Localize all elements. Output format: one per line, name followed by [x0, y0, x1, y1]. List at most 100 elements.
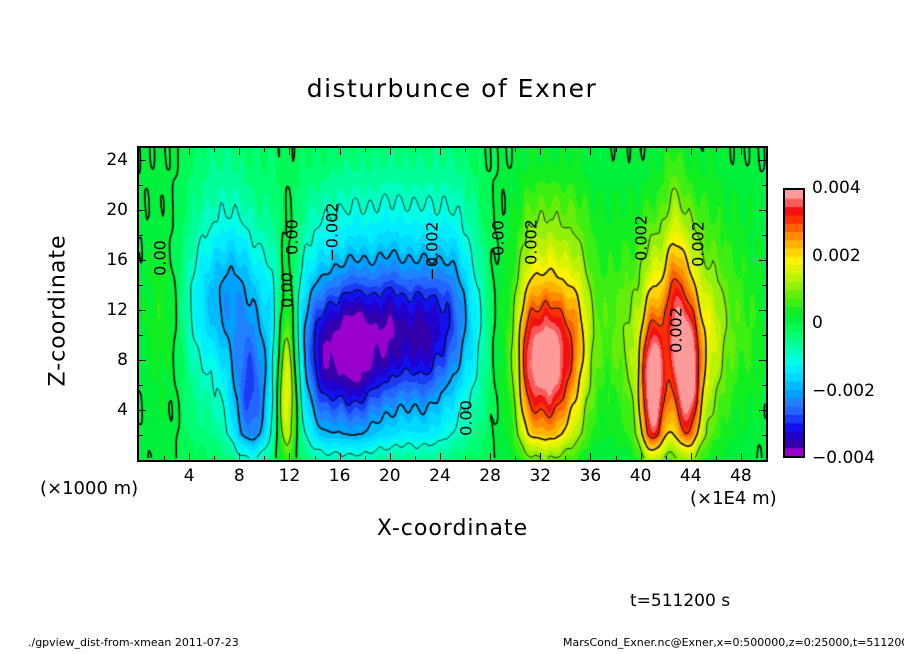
x-tick-34	[565, 456, 566, 460]
contour-plot-area	[137, 146, 768, 462]
colorbar-label-4: −0.004	[812, 448, 875, 468]
x-tick-8	[239, 453, 240, 460]
y-tick-22	[139, 185, 143, 186]
x-tick-18	[365, 456, 366, 460]
x-tick-4	[189, 453, 190, 460]
y-tick-4	[139, 410, 146, 411]
x-tick-16	[340, 453, 341, 460]
y-axis-label-20: 20	[106, 200, 128, 221]
x-axis-label-12: 12	[278, 466, 301, 486]
x-tick-26	[465, 456, 466, 460]
x-tick-46	[716, 456, 717, 460]
x-tick-44	[691, 453, 692, 460]
x-axis-label-44: 44	[679, 466, 702, 486]
y-tick-2	[139, 435, 143, 436]
x-tick-top-16	[340, 148, 341, 155]
x-tick-top-18	[365, 148, 366, 152]
y-tick-right-8	[759, 360, 766, 361]
x-axis-label-4: 4	[183, 466, 195, 486]
x-tick-top-44	[691, 148, 692, 155]
colorbar-label-3: −0.002	[812, 380, 875, 401]
y-tick-20	[139, 210, 146, 211]
y-axis-title: Z-coordinate	[45, 234, 71, 387]
y-tick-right-20	[759, 210, 766, 211]
x-tick-top-22	[415, 148, 416, 152]
x-tick-top-42	[666, 148, 667, 152]
y-axis-unit-annotation: (×1000 m)	[40, 478, 139, 499]
x-tick-20	[390, 453, 391, 460]
x-axis-label-28: 28	[479, 466, 501, 486]
x-tick-6	[214, 456, 215, 460]
y-axis-label-12: 12	[106, 300, 128, 321]
x-tick-top-10	[264, 148, 265, 152]
x-axis-label-24: 24	[429, 466, 451, 486]
x-tick-48	[741, 453, 742, 460]
colorbar-label-2: 0	[812, 313, 823, 333]
y-tick-right-14	[762, 285, 766, 286]
x-tick-top-4	[189, 148, 190, 155]
y-tick-18	[139, 235, 143, 236]
contour-field-canvas	[139, 148, 766, 460]
colorbar	[783, 188, 805, 458]
time-stamp: t=511200 s	[630, 591, 731, 611]
y-tick-8	[139, 360, 146, 361]
y-tick-right-4	[759, 410, 766, 411]
colorbar-label-1: 0.002	[812, 245, 861, 266]
x-axis-label-8: 8	[233, 466, 245, 486]
y-axis-label-8: 8	[117, 350, 128, 371]
x-axis-unit-annotation: (×1E4 m)	[690, 488, 777, 509]
x-tick-top-40	[641, 148, 642, 155]
x-tick-28	[490, 453, 491, 460]
y-axis-label-24: 24	[106, 150, 128, 171]
y-tick-right-2	[762, 435, 766, 436]
x-tick-22	[415, 456, 416, 460]
x-tick-12	[289, 453, 290, 460]
x-tick-42	[666, 456, 667, 460]
x-tick-top-6	[214, 148, 215, 152]
y-tick-right-24	[759, 160, 766, 161]
x-tick-32	[540, 453, 541, 460]
x-tick-top-26	[465, 148, 466, 152]
x-tick-top-28	[490, 148, 491, 155]
x-axis-label-40: 40	[629, 466, 652, 486]
y-tick-16	[139, 260, 146, 261]
x-tick-top-48	[741, 148, 742, 155]
y-tick-6	[139, 385, 143, 386]
x-tick-top-32	[540, 148, 541, 155]
x-tick-38	[616, 456, 617, 460]
x-tick-24	[440, 453, 441, 460]
y-tick-right-10	[762, 335, 766, 336]
x-tick-top-12	[289, 148, 290, 155]
y-tick-right-16	[759, 260, 766, 261]
x-tick-top-24	[440, 148, 441, 155]
y-tick-right-12	[759, 310, 766, 311]
x-axis-label-16: 16	[328, 466, 351, 486]
x-tick-top-38	[616, 148, 617, 152]
x-axis-label-20: 20	[378, 466, 401, 486]
x-tick-top-14	[315, 148, 316, 152]
x-tick-top-46	[716, 148, 717, 152]
x-axis-title: X-coordinate	[376, 516, 529, 541]
x-tick-top-20	[390, 148, 391, 155]
footer-source: MarsCond_Exner.nc@Exner,x=0:500000,z=0:2…	[563, 636, 904, 649]
x-tick-14	[315, 456, 316, 460]
y-tick-right-22	[762, 185, 766, 186]
x-tick-36	[590, 453, 591, 460]
y-tick-12	[139, 310, 146, 311]
footer-command: ./gpview_dist-from-xmean 2011-07-23	[28, 636, 239, 649]
x-axis-label-36: 36	[579, 466, 602, 486]
x-tick-top-30	[515, 148, 516, 152]
x-tick-40	[641, 453, 642, 460]
y-tick-right-6	[762, 385, 766, 386]
x-tick-top-8	[239, 148, 240, 155]
x-tick-2	[164, 456, 165, 460]
colorbar-gradient	[785, 190, 803, 456]
x-tick-10	[264, 456, 265, 460]
y-tick-10	[139, 335, 143, 336]
x-tick-30	[515, 456, 516, 460]
y-axis-label-16: 16	[106, 250, 128, 271]
y-tick-24	[139, 160, 146, 161]
y-tick-14	[139, 285, 143, 286]
y-axis-label-4: 4	[117, 400, 128, 421]
